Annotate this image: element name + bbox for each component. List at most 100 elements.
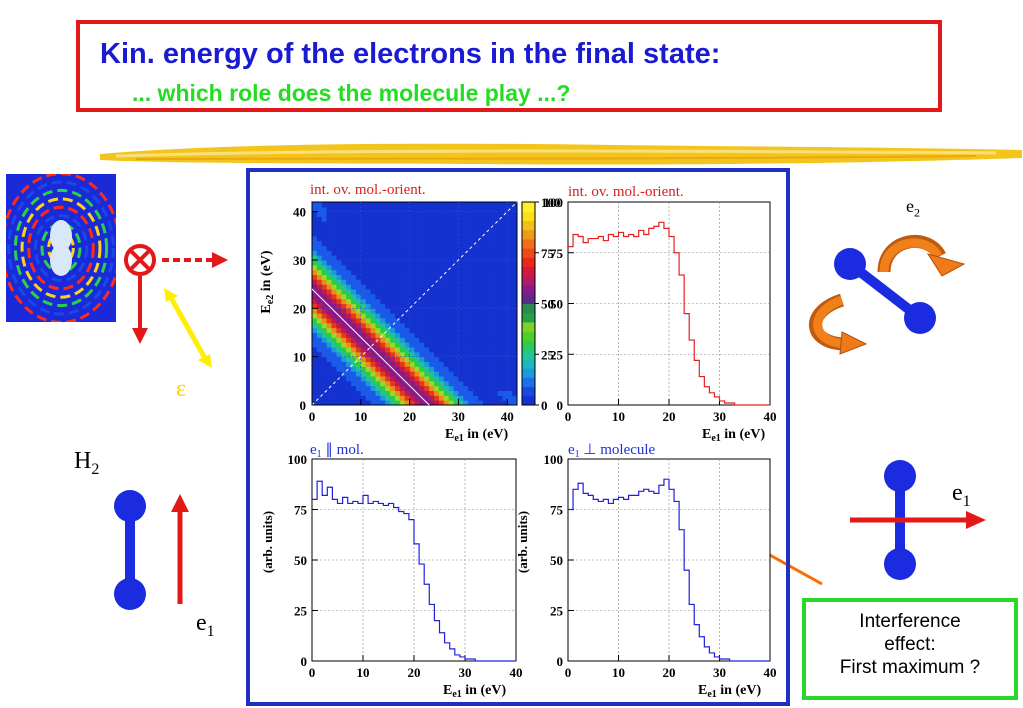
heatmap-cell: [482, 206, 489, 213]
heatmap-cell: [390, 371, 396, 377]
heatmap-cell: [443, 274, 450, 280]
heatmap-cell: [492, 235, 498, 242]
heatmap-cell: [463, 371, 469, 377]
heatmap-cell: [336, 279, 342, 285]
heatmap-cell: [370, 376, 376, 382]
heatmap-cell: [468, 361, 474, 367]
heatmap-cell: [468, 211, 474, 217]
heatmap-cell: [429, 260, 435, 266]
heatmap-cell: [468, 293, 474, 300]
heatmap-cell: [473, 318, 479, 324]
heatmap-cell: [424, 327, 430, 333]
heatmap-cell: [375, 327, 381, 333]
heatmap-cell: [453, 202, 459, 208]
heatmap-cell: [316, 264, 323, 271]
heatmap-cell: [316, 202, 323, 208]
heatmap-cell: [365, 226, 372, 232]
heatmap-cell: [414, 385, 420, 391]
hist-ytick-label: 100: [544, 195, 564, 210]
heatmap-cell: [390, 361, 396, 367]
heatmap-cell: [394, 390, 401, 396]
heatmap-cell: [419, 380, 425, 387]
heatmap-cell: [434, 226, 440, 232]
heatmap-cell: [458, 318, 464, 324]
heatmap-cell: [458, 284, 464, 290]
heatmap-cell: [492, 206, 498, 213]
heatmap-cell: [477, 380, 484, 387]
heatmap-cell: [336, 269, 342, 275]
heatmap-cell: [468, 318, 474, 324]
heatmap-cell: [390, 298, 396, 304]
hist-xtick-label: 0: [565, 665, 572, 680]
heatmap-cell: [316, 211, 323, 217]
heatmap-cell: [321, 284, 328, 290]
heatmap-cell: [512, 390, 518, 396]
heatmap-cell: [443, 279, 450, 285]
colorbar-segment: [522, 331, 535, 341]
heatmap-cell: [438, 216, 445, 222]
heatmap-cell: [512, 332, 518, 338]
heatmap-cell: [360, 255, 367, 261]
heatmap-cell: [438, 284, 445, 290]
heatmap-cell: [429, 337, 435, 343]
heatmap-cell: [492, 226, 498, 232]
heatmap-cell: [375, 395, 381, 401]
heatmap-cell: [463, 380, 469, 387]
heatmap-cell: [351, 250, 357, 256]
heatmap-cell: [380, 332, 386, 338]
heatmap-cell: [312, 221, 318, 227]
heatmap-cell: [365, 211, 372, 217]
heatmap-cell: [346, 332, 352, 338]
heatmap-cell: [473, 269, 479, 275]
heatmap-cell: [394, 366, 401, 372]
heatmap-cell: [331, 395, 337, 401]
heatmap-cell: [458, 206, 464, 213]
e1-right-label: e1: [952, 480, 971, 510]
heatmap-cell: [453, 279, 459, 285]
heatmap-cell: [326, 245, 333, 251]
heatmap-cell: [438, 308, 445, 314]
hist-ytick-label: 100: [544, 452, 564, 467]
heatmap-cell: [434, 206, 440, 213]
heatmap-cell: [346, 293, 352, 300]
heatmap-cell: [453, 356, 459, 362]
heatmap-cell: [458, 361, 464, 367]
heatmap-cell: [429, 351, 435, 358]
heatmap-cell: [375, 216, 381, 222]
heatmap-cell: [346, 390, 352, 396]
heatmap-cell: [390, 390, 396, 396]
heatmap-cell: [512, 313, 518, 319]
heatmap-cell: [448, 298, 455, 304]
heatmap-cell: [336, 342, 342, 348]
heatmap-cell: [355, 284, 362, 290]
heatmap-cell: [414, 342, 420, 348]
heatmap-cell: [390, 264, 396, 271]
heatmap-cell: [355, 400, 362, 406]
heatmap-cell: [512, 250, 518, 256]
hist-perpendicular-panel: e1 ⊥ molecule Ee1 in (eV) (arb. units) 0…: [515, 442, 777, 700]
heatmap-cell: [443, 298, 450, 304]
colorbar-segment: [522, 220, 535, 231]
hist-xtick-label: 40: [764, 409, 777, 424]
colorbar-segment: [522, 358, 535, 369]
heatmap-cell: [331, 284, 337, 290]
heatmap-cell: [443, 226, 450, 232]
heatmap-cell: [346, 308, 352, 314]
heatmap-cell: [414, 216, 420, 222]
heatmap-cell: [487, 240, 494, 246]
colorbar-tick-label: 75: [541, 246, 555, 261]
heatmap-cell: [390, 206, 396, 213]
heatmap-cell: [438, 269, 445, 275]
heatmap-cell: [458, 332, 464, 338]
heatmap-cell: [409, 380, 415, 387]
heatmap-cell: [390, 332, 396, 338]
heatmap-cell: [419, 313, 425, 319]
heatmap-cell: [404, 221, 411, 227]
heatmap-cell: [414, 356, 420, 362]
heatmap-cell: [463, 202, 469, 208]
heatmap-cell: [351, 361, 357, 367]
heatmap-cell: [507, 250, 513, 256]
heatmap-cell: [385, 303, 391, 309]
heatmap-cell: [394, 395, 401, 401]
heatmap-cell: [336, 245, 342, 251]
